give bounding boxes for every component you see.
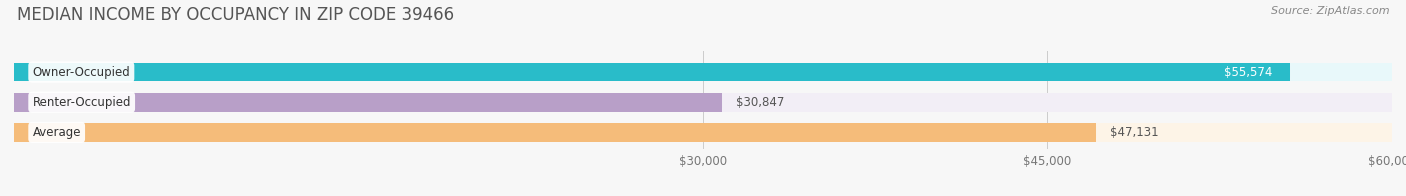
Text: Source: ZipAtlas.com: Source: ZipAtlas.com xyxy=(1271,6,1389,16)
Bar xyxy=(14,63,1291,81)
Bar xyxy=(14,123,1097,142)
Bar xyxy=(14,63,1392,81)
Text: $30,847: $30,847 xyxy=(737,96,785,109)
Text: MEDIAN INCOME BY OCCUPANCY IN ZIP CODE 39466: MEDIAN INCOME BY OCCUPANCY IN ZIP CODE 3… xyxy=(17,6,454,24)
Bar xyxy=(14,123,1392,142)
Bar xyxy=(14,93,1392,112)
Text: Average: Average xyxy=(32,126,82,139)
Text: Renter-Occupied: Renter-Occupied xyxy=(32,96,131,109)
Text: $55,574: $55,574 xyxy=(1223,66,1272,79)
Text: Owner-Occupied: Owner-Occupied xyxy=(32,66,131,79)
Text: $47,131: $47,131 xyxy=(1111,126,1159,139)
Bar xyxy=(14,93,723,112)
